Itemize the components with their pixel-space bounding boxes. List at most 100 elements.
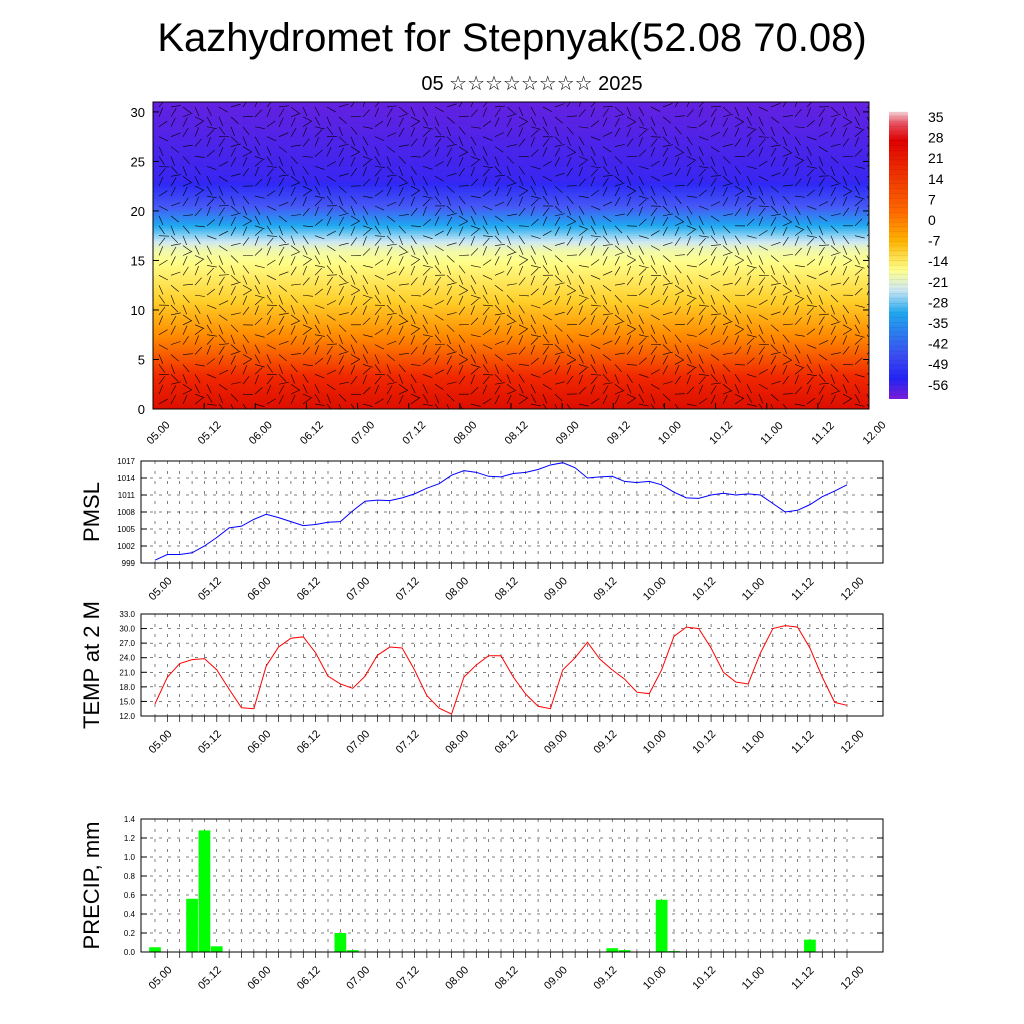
temperature-band bbox=[153, 178, 869, 182]
x-tick-label: 09.00 bbox=[542, 964, 570, 992]
wind-barb bbox=[698, 275, 709, 280]
wind-barb bbox=[530, 304, 541, 309]
wind-barb bbox=[422, 304, 433, 309]
wind-barb bbox=[518, 314, 524, 325]
wind-barb bbox=[326, 126, 334, 135]
wind-barb bbox=[590, 120, 600, 127]
wind-barb bbox=[158, 275, 168, 281]
temperature-band bbox=[153, 344, 869, 348]
wind-barb bbox=[542, 383, 552, 390]
wind-barb bbox=[362, 354, 368, 364]
wind-barb bbox=[206, 129, 215, 137]
wind-barb bbox=[578, 236, 583, 246]
wind-barb bbox=[542, 346, 549, 355]
wind-barb bbox=[842, 138, 850, 147]
wind-barb bbox=[422, 235, 433, 240]
panel-frame bbox=[140, 613, 884, 717]
wind-barb bbox=[314, 166, 325, 170]
wind-barb bbox=[338, 351, 349, 355]
wind-barb bbox=[482, 120, 492, 127]
wind-barb bbox=[602, 313, 613, 316]
wind-barb bbox=[554, 344, 563, 352]
wind-barb bbox=[386, 166, 394, 175]
wind-barb bbox=[218, 383, 228, 391]
wind-barb bbox=[170, 105, 181, 108]
wind-barb bbox=[242, 195, 250, 205]
wind-barb bbox=[794, 136, 801, 146]
wind-barb bbox=[554, 213, 565, 217]
wind-barb bbox=[698, 354, 704, 364]
wind-barb bbox=[506, 106, 515, 114]
x-tick-label: 08.00 bbox=[443, 728, 471, 756]
wind-barb bbox=[218, 216, 224, 226]
wind-barb bbox=[302, 208, 310, 217]
wind-barb bbox=[590, 315, 596, 325]
wind-barb bbox=[290, 364, 298, 373]
wind-barb bbox=[698, 205, 709, 210]
wind-barb bbox=[818, 364, 824, 374]
wind-barb bbox=[758, 106, 769, 112]
wind-barb bbox=[350, 306, 358, 316]
wind-barb bbox=[446, 116, 455, 124]
wind-barb bbox=[770, 355, 777, 365]
wind-barb bbox=[854, 195, 865, 200]
wind-barb bbox=[386, 340, 397, 345]
wind-barb bbox=[734, 106, 740, 117]
wind-barb bbox=[638, 337, 647, 345]
wind-barb bbox=[506, 235, 511, 246]
wind-barb bbox=[158, 146, 164, 156]
temperature-band bbox=[153, 121, 869, 125]
wind-barb bbox=[350, 151, 361, 157]
wind-barb bbox=[554, 265, 559, 275]
wind-barb bbox=[830, 390, 841, 395]
wind-barb bbox=[806, 189, 815, 197]
wind-barb bbox=[314, 265, 325, 268]
x-tick-label: 06.12 bbox=[295, 728, 323, 756]
wind-barb bbox=[494, 244, 505, 246]
x-tick-label: 10.12 bbox=[690, 964, 718, 992]
wind-barb bbox=[350, 403, 355, 409]
wind-barb bbox=[518, 393, 529, 399]
wind-barb bbox=[158, 344, 168, 350]
wind-barb bbox=[734, 346, 742, 355]
wind-barb bbox=[362, 248, 371, 256]
wind-barb bbox=[614, 144, 625, 147]
wind-barb bbox=[170, 177, 177, 187]
wind-barb bbox=[266, 285, 272, 295]
wind-barb bbox=[710, 201, 721, 207]
wind-barb bbox=[554, 216, 561, 226]
wind-barb bbox=[722, 197, 729, 207]
wind-barb bbox=[578, 354, 584, 364]
wind-barb bbox=[758, 314, 768, 321]
wind-barb bbox=[362, 275, 369, 285]
wind-barb bbox=[242, 126, 250, 135]
y-tick-label: 15 bbox=[131, 253, 145, 268]
temperature-band bbox=[153, 196, 869, 200]
wind-barb bbox=[662, 242, 673, 246]
wind-barb bbox=[362, 166, 367, 177]
wind-barb bbox=[662, 216, 669, 226]
wind-barb bbox=[446, 126, 451, 137]
wind-barb bbox=[326, 314, 336, 321]
wind-barb bbox=[410, 106, 416, 117]
wind-barb bbox=[674, 102, 679, 108]
wind-barb bbox=[362, 136, 369, 146]
wind-barb bbox=[818, 108, 826, 118]
wind-barb bbox=[326, 355, 332, 365]
wind-barb bbox=[614, 256, 620, 266]
wind-barb bbox=[158, 168, 166, 177]
wind-barb bbox=[842, 329, 852, 335]
wind-barb bbox=[770, 275, 779, 283]
wind-barb bbox=[854, 314, 860, 324]
wind-barb bbox=[650, 403, 656, 409]
wind-barb bbox=[506, 374, 511, 384]
wind-barb bbox=[206, 255, 213, 265]
wind-barb bbox=[662, 344, 671, 352]
temperature-band bbox=[153, 329, 869, 333]
wind-barb bbox=[422, 166, 433, 170]
wind-barb bbox=[854, 106, 861, 116]
wind-barb bbox=[770, 255, 779, 263]
wind-barb bbox=[602, 146, 612, 153]
wind-barb bbox=[302, 235, 309, 245]
wind-barb bbox=[218, 195, 226, 205]
